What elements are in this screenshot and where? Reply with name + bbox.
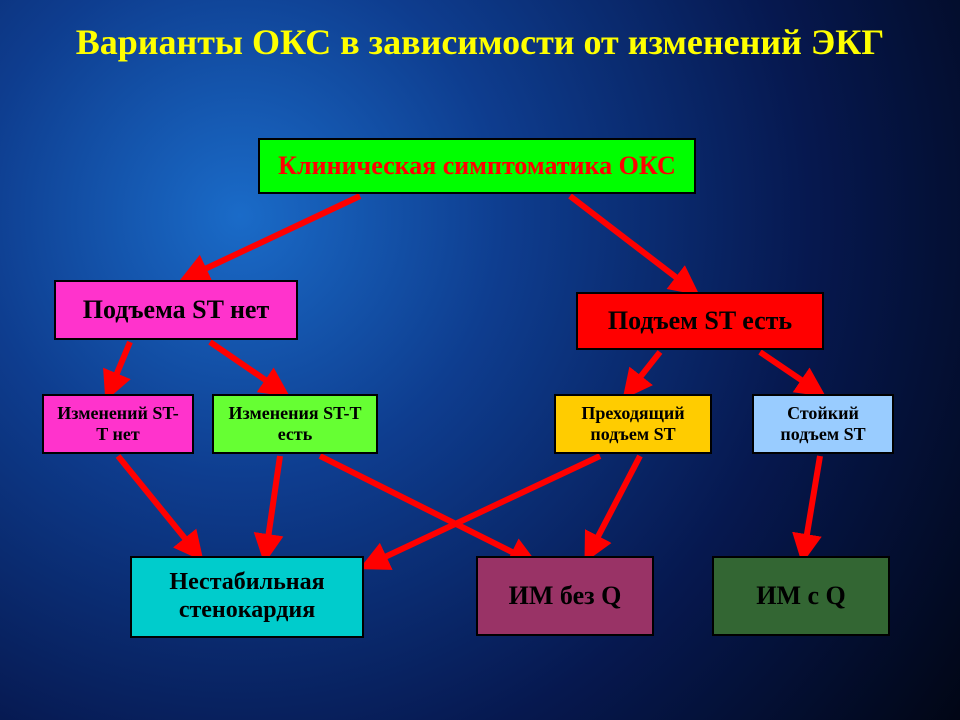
edge-yes_st-to-trans_st (630, 352, 660, 390)
node-yes_st: Подъем ST есть (576, 292, 824, 350)
node-yes_stt: Изменения ST-T есть (212, 394, 378, 454)
node-trans_st: Преходящий подъем ST (554, 394, 712, 454)
edge-no_stt-to-unstable (118, 456, 196, 552)
node-im_no_q: ИМ без Q (476, 556, 654, 636)
slide: Варианты ОКС в зависимости от изменений … (0, 0, 960, 720)
node-no_stt: Изменений ST-T нет (42, 394, 194, 454)
node-im_q: ИМ с Q (712, 556, 890, 636)
slide-title: Варианты ОКС в зависимости от изменений … (0, 20, 960, 65)
edge-yes_st-to-pers_st (760, 352, 816, 390)
edge-yes_stt-to-im_no_q (320, 456, 528, 560)
edge-no_st-to-no_stt (110, 342, 130, 390)
node-pers_st: Стойкий подъем ST (752, 394, 894, 454)
edge-root-to-no_st (190, 196, 360, 276)
edge-no_st-to-yes_stt (210, 342, 280, 390)
node-unstable: Нестабильная стенокардия (130, 556, 364, 638)
node-root: Клиническая симптоматика ОКС (258, 138, 696, 194)
edge-trans_st-to-im_no_q (590, 456, 640, 552)
node-no_st: Подъема ST нет (54, 280, 298, 340)
edge-pers_st-to-im_q (804, 456, 820, 552)
edge-trans_st-to-unstable (370, 456, 600, 564)
edge-root-to-yes_st (570, 196, 690, 288)
edge-yes_stt-to-unstable (266, 456, 280, 552)
